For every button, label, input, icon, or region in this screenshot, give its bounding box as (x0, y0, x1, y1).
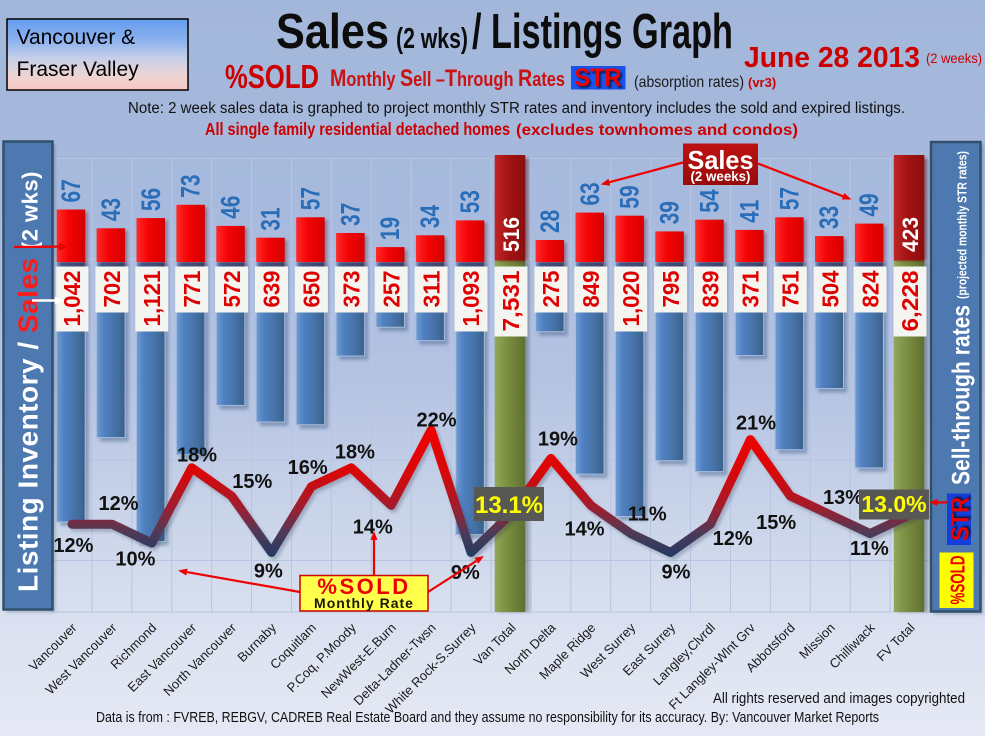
svg-text:1,121: 1,121 (139, 270, 165, 326)
svg-text:795: 795 (658, 270, 684, 307)
svg-text:13%: 13% (823, 487, 863, 509)
svg-text:22%: 22% (416, 410, 456, 432)
svg-text:56: 56 (136, 188, 166, 211)
svg-text:19: 19 (375, 217, 405, 240)
svg-text:824: 824 (857, 270, 883, 307)
svg-text:57: 57 (774, 187, 804, 210)
svg-text:All single family residential: All single family residential detached h… (205, 119, 510, 139)
svg-text:73: 73 (176, 175, 206, 198)
svg-text:1,020: 1,020 (618, 271, 644, 327)
svg-text:(projected monthly STR rates): (projected monthly STR rates) (956, 151, 970, 299)
svg-text:839: 839 (698, 271, 724, 308)
svg-text:516: 516 (499, 217, 524, 252)
svg-text:9%: 9% (254, 561, 283, 583)
svg-text:18%: 18% (177, 445, 217, 467)
svg-text:849: 849 (578, 271, 604, 308)
svg-text:STR: STR (947, 497, 975, 541)
svg-text:311: 311 (418, 270, 444, 307)
svg-text:504: 504 (817, 270, 843, 307)
svg-text:771: 771 (179, 270, 205, 307)
svg-text:39: 39 (655, 201, 685, 224)
svg-text:257: 257 (378, 271, 404, 308)
svg-text:Sales: Sales (688, 145, 754, 175)
svg-text:49: 49 (854, 193, 884, 216)
svg-text:373: 373 (339, 271, 365, 308)
svg-text:423: 423 (898, 217, 923, 252)
svg-text:All rights reserved and image: All rights reserved and images copyright… (713, 690, 965, 707)
svg-text:14%: 14% (353, 517, 393, 539)
svg-text:(2 wks): (2 wks) (396, 23, 468, 55)
svg-text:67: 67 (56, 179, 86, 202)
svg-text:371: 371 (738, 270, 764, 307)
svg-text:31: 31 (256, 207, 286, 230)
svg-text:(absorption rates): (absorption rates) (634, 74, 744, 91)
svg-text:63: 63 (575, 182, 605, 205)
svg-text:572: 572 (219, 271, 245, 308)
svg-text:1,093: 1,093 (458, 271, 484, 327)
svg-text:12%: 12% (98, 493, 138, 515)
svg-text:%SOLD: %SOLD (948, 556, 970, 605)
svg-text:/ Listings Graph: / Listings Graph (472, 5, 733, 59)
svg-text:6,228: 6,228 (897, 270, 923, 331)
svg-text:(2 weeks): (2 weeks) (926, 50, 982, 66)
svg-text:53: 53 (455, 190, 485, 213)
svg-text:Note: 2 week sales data is gra: Note: 2 week sales data is graphed to pr… (128, 100, 905, 117)
svg-text:275: 275 (538, 270, 564, 307)
svg-text:37: 37 (335, 203, 365, 226)
svg-text:11%: 11% (850, 538, 889, 560)
svg-text:Data is from : FVREB, REBGV, C: Data is from : FVREB, REBGV, CADREB Real… (96, 709, 879, 726)
svg-text:33: 33 (814, 206, 844, 229)
svg-text:(2 weeks): (2 weeks) (691, 168, 751, 184)
svg-text:11%: 11% (628, 504, 667, 526)
svg-text:57: 57 (295, 187, 325, 210)
svg-text:12%: 12% (53, 535, 93, 557)
svg-text:7,531: 7,531 (498, 270, 524, 331)
svg-text:54: 54 (695, 189, 725, 212)
svg-text:Sell-through rates: Sell-through rates (948, 305, 976, 485)
svg-text:Monthly Sell –Through Rates: Monthly Sell –Through Rates (330, 65, 565, 92)
svg-text:13.0%: 13.0% (861, 491, 926, 517)
svg-text:Vancouver &: Vancouver & (17, 26, 136, 49)
svg-text:16%: 16% (288, 457, 328, 479)
svg-text:June 28 2013: June 28 2013 (744, 42, 920, 74)
svg-text:9%: 9% (662, 562, 691, 584)
svg-text:46: 46 (216, 196, 246, 219)
svg-text:702: 702 (99, 271, 125, 308)
svg-text:13.1%: 13.1% (475, 492, 543, 519)
svg-text:(vr3): (vr3) (748, 75, 776, 90)
svg-text:21%: 21% (736, 413, 776, 435)
svg-text:%SOLD: %SOLD (225, 58, 319, 95)
svg-text:59: 59 (615, 185, 645, 208)
svg-text:9%: 9% (451, 562, 480, 584)
svg-text:STR: STR (575, 64, 622, 92)
svg-text:19%: 19% (538, 429, 578, 451)
svg-text:%SOLD: %SOLD (317, 574, 410, 599)
svg-text:10%: 10% (115, 549, 155, 571)
svg-text:639: 639 (259, 271, 285, 308)
svg-text:41: 41 (734, 200, 764, 223)
svg-text:650: 650 (299, 271, 325, 308)
svg-text:28: 28 (535, 210, 565, 233)
svg-text:Fraser Valley: Fraser Valley (17, 58, 140, 81)
svg-text:Listing Inventory / Sales (2: Listing Inventory / Sales (2 wks) (13, 171, 44, 592)
svg-text:18%: 18% (335, 441, 375, 463)
svg-text:Sales: Sales (276, 5, 389, 59)
svg-text:12%: 12% (713, 528, 753, 550)
svg-text:(excludes townhomes and condos: (excludes townhomes and condos) (516, 122, 798, 139)
svg-text:751: 751 (778, 270, 804, 307)
svg-text:Monthly Rate: Monthly Rate (314, 595, 414, 611)
svg-text:15%: 15% (756, 512, 796, 534)
svg-text:34: 34 (415, 205, 445, 228)
svg-text:43: 43 (96, 198, 126, 221)
svg-text:15%: 15% (232, 471, 272, 493)
svg-text:14%: 14% (564, 518, 604, 540)
svg-text:1,042: 1,042 (59, 271, 85, 327)
